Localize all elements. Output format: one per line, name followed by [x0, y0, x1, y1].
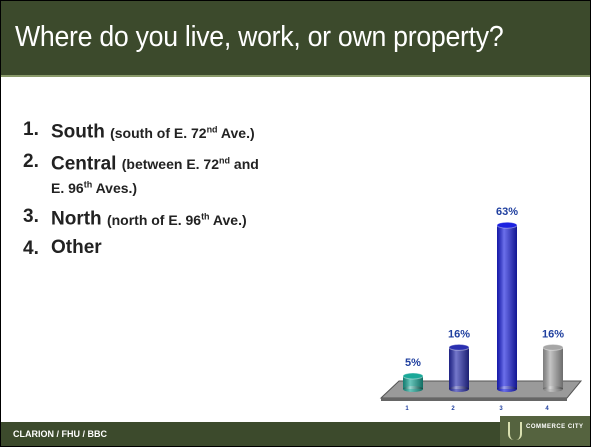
- bar-shade: [403, 376, 423, 389]
- option-list: 1. South (south of E. 72nd Ave.) 2. Central…: [23, 119, 298, 268]
- bar-top: [542, 343, 564, 351]
- option-body: South (south of E. 72nd Ave.): [51, 119, 271, 143]
- bar-shade: [543, 347, 563, 389]
- option-name: North: [51, 208, 102, 230]
- option: 3. North (north of E. 96th Ave.): [23, 206, 298, 230]
- option-detail: (between E. 72nd and E. 96th Aves.): [51, 156, 259, 196]
- option-detail-part: (north of E. 96: [106, 211, 202, 228]
- option-body: North (north of E. 96th Ave.): [51, 206, 271, 230]
- option-detail: (north of E. 96th Ave.): [106, 210, 247, 228]
- option-number: 1.: [23, 119, 39, 140]
- bar-bottom-shade: [449, 386, 469, 392]
- option-name: Central: [51, 153, 117, 175]
- bar-shade: [497, 225, 517, 389]
- option-detail-part: Aves.): [92, 179, 138, 196]
- value-label: 63%: [496, 206, 518, 218]
- option-number: 2.: [23, 150, 39, 172]
- value-label: 16%: [448, 328, 470, 340]
- bar-top: [448, 343, 470, 351]
- title-bar: Where do you live, work, or own property…: [1, 1, 590, 77]
- logo: COMMERCE CITY: [500, 416, 590, 446]
- bar-top: [496, 221, 518, 229]
- option-detail-part: th: [201, 210, 210, 221]
- logo-mark: [508, 422, 522, 440]
- x-tick-label: 3: [499, 406, 503, 412]
- x-tick-label: 1: [405, 406, 409, 412]
- option-detail-part: nd: [219, 155, 231, 166]
- option-detail-part: nd: [206, 124, 218, 134]
- bar-bottom-shade: [403, 386, 423, 392]
- value-label: 5%: [405, 357, 421, 369]
- option-detail: (south of E. 72nd Ave.): [110, 124, 255, 141]
- bar-shade: [449, 347, 469, 389]
- footer-bar: CLARION / FHU / BBC: [1, 422, 590, 446]
- option-detail-part: th: [83, 179, 93, 190]
- option-detail-part: Ave.): [217, 124, 255, 141]
- x-tick-label: 4: [545, 406, 549, 412]
- option: 1. South (south of E. 72nd Ave.): [23, 119, 298, 143]
- option: 2. Central (between E. 72nd and E. 96th A…: [23, 151, 298, 198]
- option-detail-part: (south of E. 72: [110, 124, 207, 141]
- option-body: Other: [51, 236, 271, 260]
- slide-title: Where do you live, work, or own property…: [15, 21, 504, 53]
- footer-text: CLARION / FHU / BBC: [13, 429, 107, 439]
- option-detail-part: (between E. 72: [121, 156, 220, 173]
- option-number: 4.: [23, 237, 39, 259]
- option-body: Central (between E. 72nd and E. 96th Ave…: [51, 151, 271, 198]
- value-label: 16%: [542, 328, 564, 340]
- x-tick-label: 2: [451, 406, 455, 412]
- option-name: Other: [51, 236, 102, 258]
- logo-text: COMMERCE CITY: [526, 424, 584, 430]
- option-name: South: [51, 121, 105, 143]
- option: 4. Other: [23, 236, 298, 260]
- bar-bottom-shade: [543, 386, 563, 392]
- bar-bottom-shade: [497, 386, 517, 392]
- option-detail-part: and E. 96: [51, 156, 259, 196]
- option-number: 3.: [23, 205, 39, 227]
- chart-floor-edge: [381, 398, 567, 401]
- bar-top: [402, 372, 424, 380]
- option-detail-part: Ave.): [209, 211, 247, 228]
